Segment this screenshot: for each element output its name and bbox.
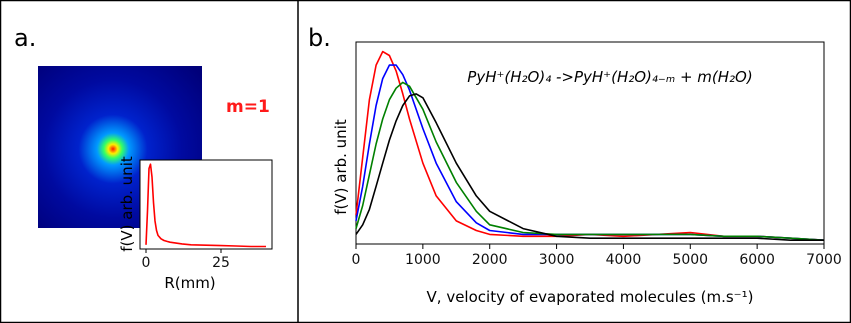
main-x-tick-label-1: 1000 bbox=[405, 252, 441, 268]
inset-marks bbox=[145, 163, 266, 248]
inset-x-tick-label-0: 0 bbox=[142, 255, 151, 271]
inset-plot: 0 25 f(V) arb. unit R(mm) bbox=[118, 156, 273, 292]
main-x-tick-label-7: 7000 bbox=[806, 252, 842, 268]
main-plot-area bbox=[355, 41, 825, 245]
panel-b-label: b. bbox=[308, 24, 331, 52]
main-x-tick-label-0: 0 bbox=[352, 252, 361, 268]
main-chart-title: PyH⁺(H₂O)₄ ->PyH⁺(H₂O)₄₋ₘ + m(H₂O) bbox=[467, 68, 752, 86]
panel-b: b. 0 1000 2000 3000 4000 5000 6000 7000 PyH⁺(H₂… bbox=[308, 24, 842, 306]
panel-a-label: a. bbox=[14, 24, 36, 52]
inset-x-axis-label: R(mm) bbox=[164, 274, 215, 292]
main-x-ticks: 0 1000 2000 3000 4000 5000 6000 7000 bbox=[352, 244, 842, 268]
main-y-axis-label: f(V) arb. unit bbox=[332, 119, 350, 215]
m-label: m=1 bbox=[226, 97, 270, 117]
inset-series-line-0 bbox=[145, 163, 266, 248]
main-x-tick-label-2: 2000 bbox=[472, 252, 508, 268]
main-marks bbox=[355, 50, 825, 241]
main-x-tick-label-3: 3000 bbox=[539, 252, 575, 268]
inset-x-tick-label-1: 25 bbox=[212, 255, 230, 271]
panel-a: a. m=1 0 25 f(V) arb. unit R(mm) bbox=[14, 24, 273, 292]
main-series-line-2 bbox=[355, 81, 825, 241]
main-x-tick-label-5: 5000 bbox=[672, 252, 708, 268]
inset-plot-area bbox=[139, 159, 273, 250]
main-series-line-0 bbox=[355, 50, 825, 241]
main-x-tick-label-6: 6000 bbox=[739, 252, 775, 268]
main-x-tick-label-4: 4000 bbox=[606, 252, 642, 268]
main-series-line-3 bbox=[355, 93, 824, 241]
inset-x-ticks: 0 25 bbox=[142, 249, 230, 271]
inset-y-axis-label: f(V) arb. unit bbox=[118, 156, 136, 252]
main-x-axis-label: V, velocity of evaporated molecules (m.s… bbox=[427, 288, 754, 306]
